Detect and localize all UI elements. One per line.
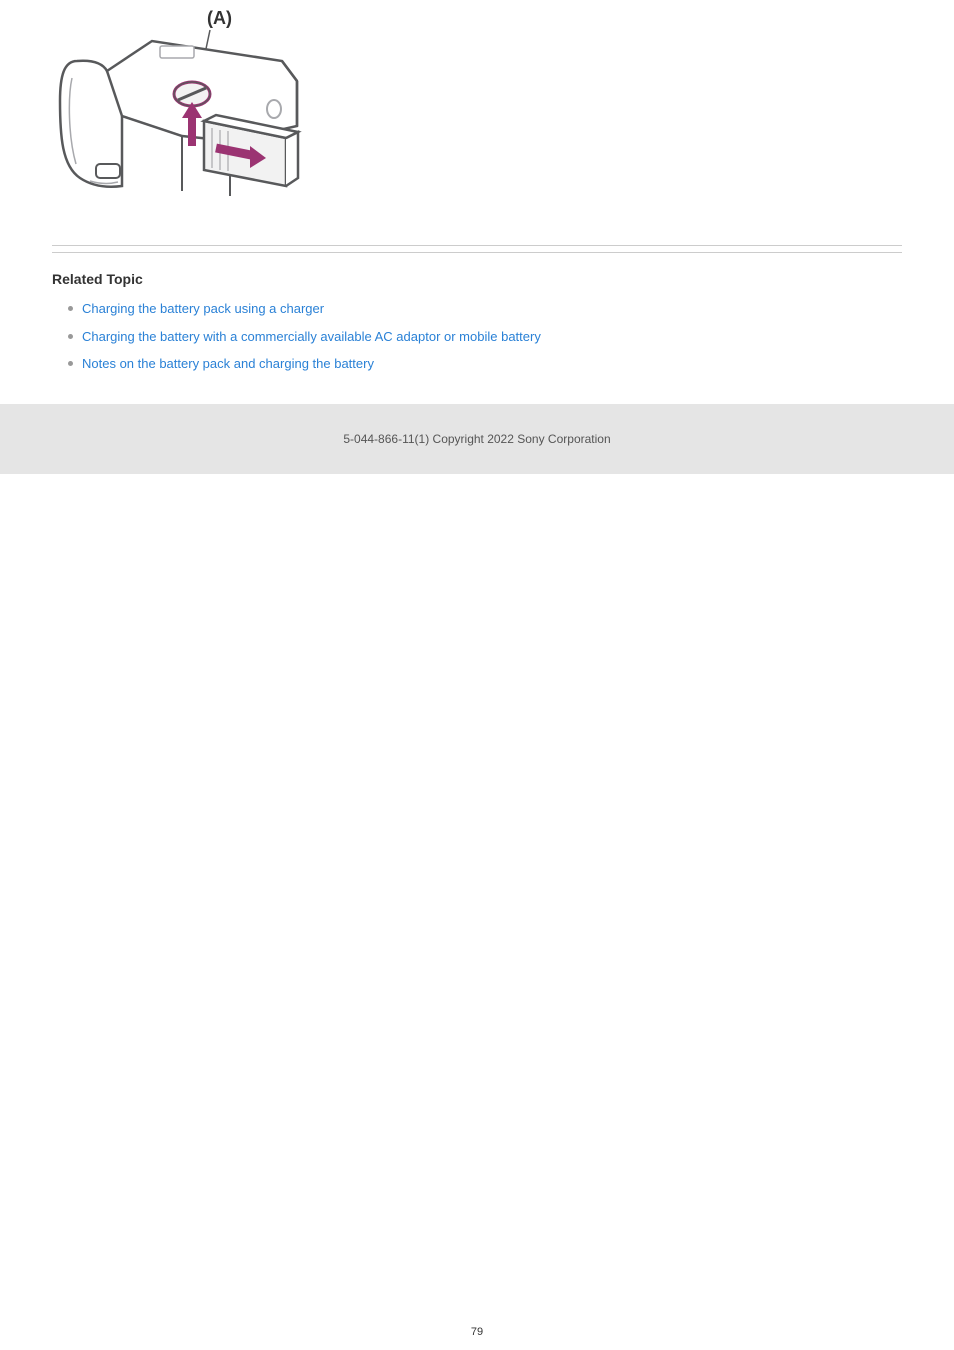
related-topic-heading: Related Topic (52, 271, 902, 287)
related-link-battery-notes[interactable]: Notes on the battery pack and charging t… (82, 356, 374, 371)
page-number: 79 (0, 1326, 954, 1338)
illustration-label-a: (A) (207, 8, 232, 28)
related-topic-item: Charging the battery with a commercially… (68, 327, 902, 347)
related-topic-item: Notes on the battery pack and charging t… (68, 354, 902, 374)
related-link-charging-charger[interactable]: Charging the battery pack using a charge… (82, 301, 324, 316)
camera-battery-diagram-svg: (A) (52, 6, 302, 216)
related-topic-list: Charging the battery pack using a charge… (52, 299, 902, 374)
copyright-footer: 5-044-866-11(1) Copyright 2022 Sony Corp… (0, 404, 954, 474)
copyright-text: 5-044-866-11(1) Copyright 2022 Sony Corp… (343, 432, 610, 446)
section-divider (52, 245, 902, 253)
related-topic-item: Charging the battery pack using a charge… (68, 299, 902, 319)
related-link-charging-ac-adaptor[interactable]: Charging the battery with a commercially… (82, 329, 541, 344)
battery-removal-illustration: (A) (52, 6, 902, 221)
